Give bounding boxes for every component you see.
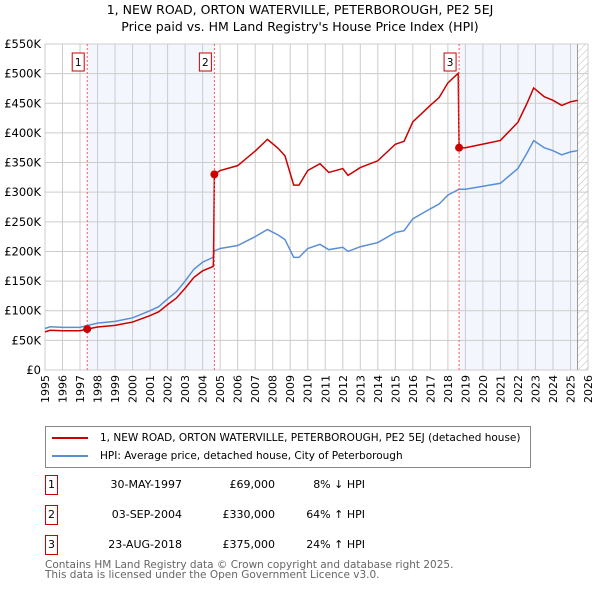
x-tick-label: 2010 [302, 375, 315, 403]
x-tick-label: 2002 [162, 375, 175, 403]
y-tick-label: £50K [12, 333, 42, 347]
x-tick-label: 2026 [582, 375, 595, 403]
sale-price: £69,000 [229, 478, 276, 491]
sale-period-shading [87, 44, 215, 370]
x-tick-label: 1998 [92, 375, 105, 403]
sale-label-box [443, 52, 457, 72]
x-tick-label: 2003 [179, 375, 192, 403]
x-tick-label: 2005 [214, 375, 227, 403]
sale-price: £375,000 [222, 538, 276, 551]
sale-number-badge: 2 [45, 505, 58, 525]
x-tick-label: 2015 [389, 375, 402, 403]
sale-date: 30-MAY-1997 [110, 478, 182, 491]
footer: Contains HM Land Registry data © Crown c… [45, 559, 454, 581]
sale-label-box [71, 52, 85, 72]
x-tick-label: 2024 [547, 375, 560, 403]
sale-point [83, 325, 92, 334]
x-tick-label: 2018 [442, 375, 455, 403]
sale-point [210, 170, 219, 179]
sale-label-box [198, 52, 212, 72]
y-tick-label: £550K [4, 37, 41, 51]
x-tick-label: 2009 [284, 375, 297, 403]
price-line [44, 71, 578, 333]
footer-line-2: This data is licensed under the Open Gov… [45, 569, 380, 581]
x-tick-label: 2022 [512, 375, 525, 403]
sale-hpi-diff: 64% ↑ HPI [306, 508, 365, 521]
x-tick-label: 2021 [494, 375, 507, 403]
sale-label: 3 [447, 57, 454, 69]
sale-label: 2 [202, 57, 209, 69]
sale-hpi-diff: 8% ↓ HPI [313, 478, 365, 491]
legend: 1, NEW ROAD, ORTON WATERVILLE, PETERBORO… [45, 426, 531, 468]
sale-label: 1 [75, 57, 82, 69]
x-tick-label: 2007 [249, 375, 262, 403]
x-tick-label: 2023 [529, 375, 542, 403]
x-tick-label: 1996 [57, 375, 70, 403]
sale-row: 3 23-AUG-2018 £375,000 24% ↑ HPI [45, 535, 585, 555]
x-tick-label: 1999 [109, 375, 122, 403]
x-tick-label: 2004 [197, 375, 210, 403]
x-tick-label: 2013 [354, 375, 367, 403]
sale-hpi-diff: 24% ↑ HPI [306, 538, 365, 551]
plot-border [44, 43, 589, 371]
chart-title: 1, NEW ROAD, ORTON WATERVILLE, PETERBORO… [106, 2, 494, 17]
sale-row: 2 03-SEP-2004 £330,000 64% ↑ HPI [45, 505, 585, 525]
y-tick-label: £200K [4, 244, 41, 258]
legend-price-label: 1, NEW ROAD, ORTON WATERVILLE, PETERBORO… [100, 432, 521, 444]
y-tick-label: £450K [4, 96, 41, 110]
forecast-hatch [577, 44, 588, 370]
x-tick-label: 2012 [337, 375, 350, 403]
y-tick-label: £350K [4, 156, 41, 170]
y-tick-label: £150K [4, 274, 41, 288]
legend-blue-line [52, 455, 88, 457]
sale-price: £330,000 [222, 508, 276, 521]
y-tick-label: £300K [4, 185, 41, 199]
sale-date: 23-AUG-2018 [108, 538, 182, 551]
hpi-line [44, 139, 578, 330]
x-tick-label: 2017 [424, 375, 437, 403]
y-tick-label: £0 [26, 363, 41, 377]
y-tick-label: £250K [4, 215, 41, 229]
x-tick-label: 1995 [39, 375, 52, 403]
x-tick-label: 2011 [319, 375, 332, 403]
price-chart: 1995 1996 1997 1998 1999 2000 2001 2002 2003 2004… [4, 37, 595, 403]
sale-row: 1 30-MAY-1997 £69,000 8% ↓ HPI [45, 475, 585, 495]
y-tick-label: £400K [4, 126, 41, 140]
sale-number-badge: 3 [45, 535, 58, 555]
x-tick-label: 2008 [267, 375, 280, 403]
x-tick-label: 2006 [232, 375, 245, 403]
y-tick-label: £100K [4, 304, 41, 318]
x-tick-label: 2020 [477, 375, 490, 403]
legend-red-line [52, 437, 88, 439]
chart-subtitle: Price paid vs. HM Land Registry's House … [121, 19, 479, 34]
x-tick-label: 2019 [459, 375, 472, 403]
y-tick-label: £500K [4, 67, 41, 81]
x-tick-label: 2025 [564, 375, 577, 403]
sale-date: 03-SEP-2004 [111, 508, 182, 521]
footer-line-1: Contains HM Land Registry data © Crown c… [45, 559, 454, 571]
x-tick-label: 1997 [74, 375, 87, 403]
sale-number-badge: 1 [45, 475, 58, 495]
sale-point [455, 143, 464, 152]
legend-hpi-label: HPI: Average price, detached house, City… [100, 450, 403, 462]
x-tick-label: 2014 [372, 375, 385, 403]
x-tick-label: 2000 [127, 375, 140, 403]
x-tick-label: 2016 [407, 375, 420, 403]
x-tick-label: 2001 [144, 375, 157, 403]
